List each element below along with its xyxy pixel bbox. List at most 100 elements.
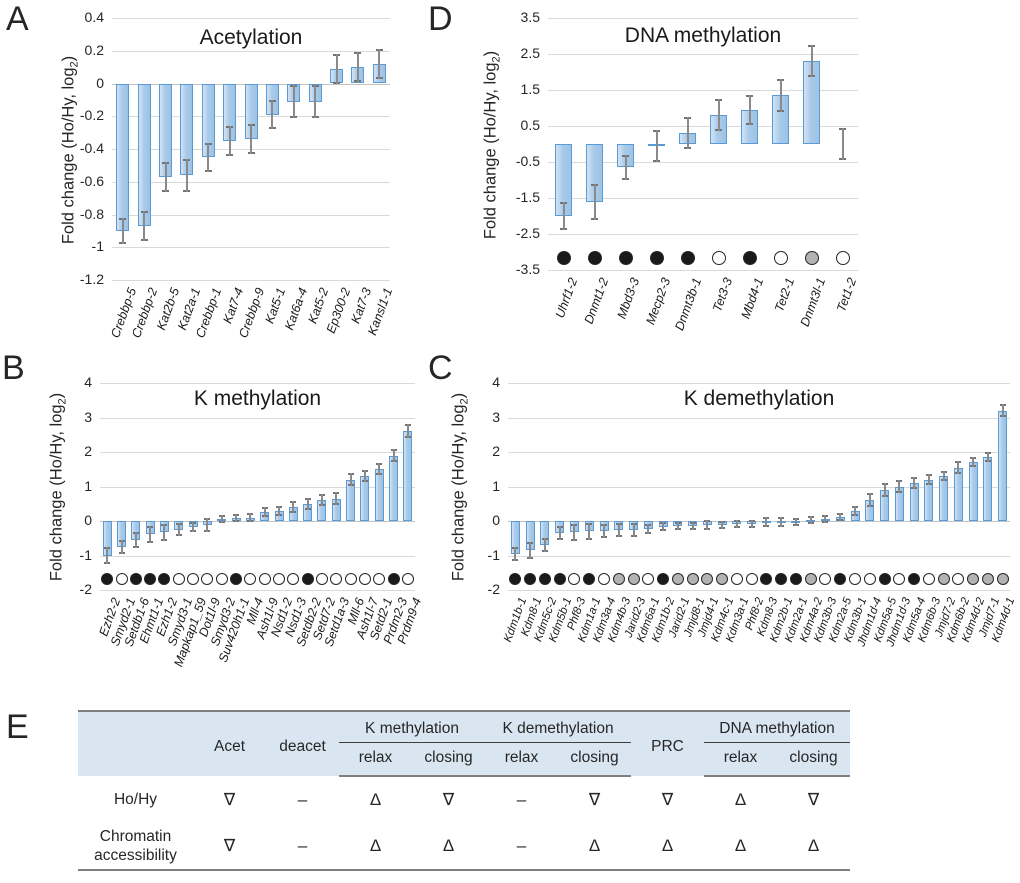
error-bar <box>852 505 858 516</box>
symbol-cell: Δ <box>704 823 778 871</box>
panel-k-methylation: B Fold change (Ho/Hy, log2) K methylatio… <box>0 345 424 713</box>
significance-dot-white <box>401 572 414 585</box>
subheader-relax: relax <box>339 742 412 777</box>
gridline <box>100 452 415 453</box>
row-label: Chromatin accessibility <box>78 823 193 871</box>
y-tick-label: 4 <box>492 374 500 390</box>
panel-letter-e: E <box>6 708 29 746</box>
error-bar <box>807 516 814 525</box>
error-bar <box>748 519 755 528</box>
significance-dot-black <box>144 572 157 585</box>
y-tick-label: 0 <box>492 512 500 528</box>
panel-letter-a: A <box>6 0 29 38</box>
gridline <box>508 590 1010 591</box>
symbol-cell: ∇ <box>807 790 820 809</box>
error-bar <box>218 515 225 524</box>
significance-dot-white <box>358 572 371 585</box>
error-bar <box>304 497 311 510</box>
y-tick-label: -3.5 <box>515 261 540 277</box>
row-label: Ho/Hy <box>113 790 158 808</box>
significance-dot-white <box>922 572 935 585</box>
significance-dot-gray <box>804 251 819 266</box>
gridline <box>112 214 390 216</box>
error-bar <box>541 538 548 553</box>
error-bar <box>204 518 211 532</box>
symbol-cell: ∇ <box>193 823 266 871</box>
error-bar <box>719 520 726 529</box>
symbol-cell: Δ <box>412 823 486 871</box>
error-bar <box>376 463 383 476</box>
y-tick-label: -0.2 <box>79 107 104 124</box>
y-tick-label: 3 <box>492 408 500 425</box>
error-bar <box>653 129 660 162</box>
symbol-cell: ∇ <box>442 790 455 809</box>
gridline <box>112 181 390 183</box>
symbol-cell: ∇ <box>223 789 236 809</box>
gridline <box>508 383 1010 384</box>
error-bar <box>119 217 127 244</box>
error-bar <box>512 546 519 561</box>
error-bar <box>911 476 917 490</box>
bar <box>360 476 370 521</box>
gridline <box>100 383 415 384</box>
error-bar <box>268 99 276 130</box>
panel-dna-methylation: D Fold change (Ho/Hy, log2) DNA methylat… <box>420 0 1020 345</box>
symbol-cell: Δ <box>631 823 705 871</box>
y-tick-label: -1.5 <box>515 189 540 205</box>
error-bar <box>354 52 362 82</box>
error-bar <box>132 532 139 548</box>
error-bar <box>777 79 784 112</box>
error-bar <box>837 512 844 521</box>
y-tick-label: -0.6 <box>79 172 104 189</box>
error-bar <box>660 522 666 531</box>
bar <box>953 467 963 521</box>
error-bar <box>689 521 696 530</box>
error-bar <box>622 154 629 180</box>
gridline <box>548 198 858 199</box>
error-bar <box>333 492 340 505</box>
table-row-chromatin-accessibility: Chromatin accessibility ∇ – Δ Δ – Δ Δ Δ … <box>78 823 851 871</box>
error-bar <box>311 85 319 118</box>
error-bar <box>560 201 567 231</box>
significance-dot-black <box>657 572 669 585</box>
bar <box>924 479 934 521</box>
error-bar <box>247 513 254 522</box>
gridline <box>100 417 415 419</box>
significance-dot-white <box>642 572 655 585</box>
symbol-cell: Δ <box>369 790 382 809</box>
error-bar <box>615 523 622 538</box>
gridline <box>112 247 390 249</box>
y-tick-label: 2 <box>84 443 92 459</box>
significance-dot-white <box>730 572 743 585</box>
chart-title: Acetylation <box>199 26 303 49</box>
significance-dot-white <box>893 572 906 585</box>
bar <box>403 431 413 521</box>
gridline <box>100 590 415 591</box>
significance-dot-black <box>742 251 757 266</box>
bar <box>939 476 949 521</box>
gridline <box>508 452 1010 453</box>
significance-dot-white <box>315 572 328 585</box>
error-bar <box>375 49 383 79</box>
y-tick-label: 0.4 <box>84 9 104 25</box>
significance-dot-white <box>745 572 758 585</box>
y-tick-label: 3.5 <box>520 9 540 25</box>
significance-dot-gray <box>996 572 1009 585</box>
gridline <box>112 50 390 52</box>
error-bar <box>233 514 239 523</box>
symbol-cell: Δ <box>734 790 747 809</box>
significance-dot-white <box>273 572 285 585</box>
error-bar <box>822 514 829 524</box>
significance-dot-black <box>760 572 773 585</box>
symbol-cell: Δ <box>339 823 412 871</box>
table-corner-cell <box>78 710 193 776</box>
subheader-closing: closing <box>558 742 632 777</box>
significance-dot-white <box>952 572 965 585</box>
gridline <box>548 54 858 55</box>
error-bar <box>556 526 563 540</box>
panel-acetylation: A Fold change (Ho/Hy, log2) Acetylation … <box>0 0 420 345</box>
subheader-relax: relax <box>485 742 559 777</box>
error-bar <box>733 520 740 529</box>
y-tick-label: 2 <box>492 443 500 459</box>
significance-dot-white <box>835 251 850 266</box>
